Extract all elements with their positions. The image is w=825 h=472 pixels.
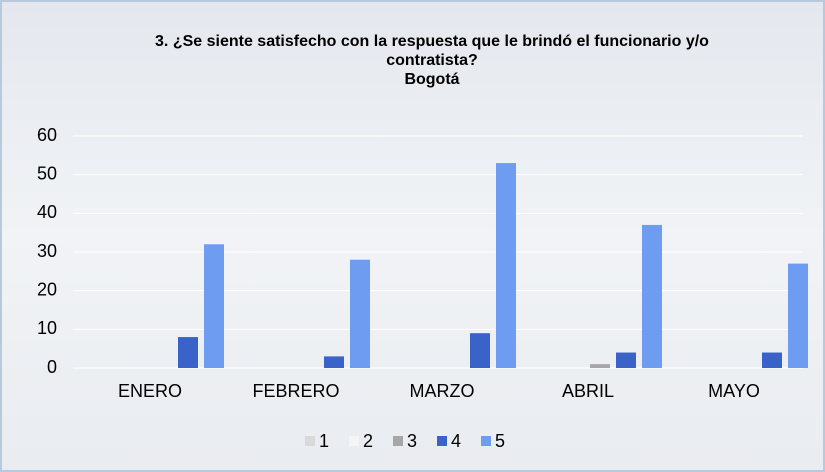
- legend-label: 3: [407, 431, 417, 451]
- legend-label: 5: [495, 431, 505, 451]
- x-tick-label: MARZO: [410, 381, 475, 401]
- bar: [616, 353, 636, 368]
- plot: 0 10 20 30 40 50 60 ENERO FEBRERO MARZO ABRIL MAYO 1…: [2, 2, 823, 470]
- x-tick-label: ENERO: [118, 381, 182, 401]
- y-tick-label: 50: [37, 163, 57, 183]
- y-tick-label: 20: [37, 279, 57, 299]
- y-tick-label: 40: [37, 202, 57, 222]
- bar: [178, 337, 198, 368]
- bar: [324, 356, 344, 368]
- legend-swatch: [349, 436, 359, 446]
- bar: [496, 163, 516, 368]
- x-tick-label: MAYO: [708, 381, 760, 401]
- legend-label: 1: [319, 431, 329, 451]
- bar: [590, 364, 610, 368]
- legend-swatch: [305, 436, 315, 446]
- y-tick-label: 60: [37, 125, 57, 145]
- bar: [470, 333, 490, 368]
- bar: [642, 225, 662, 368]
- y-tick-label: 0: [47, 357, 57, 377]
- legend-swatch: [481, 436, 491, 446]
- bar: [350, 260, 370, 368]
- legend-label: 2: [363, 431, 373, 451]
- x-tick-label: ABRIL: [562, 381, 614, 401]
- legend-swatch: [437, 436, 447, 446]
- y-tick-label: 10: [37, 318, 57, 338]
- bar: [788, 264, 808, 368]
- bar: [762, 353, 782, 368]
- legend-swatch: [393, 436, 403, 446]
- y-tick-label: 30: [37, 241, 57, 261]
- legend-label: 4: [451, 431, 461, 451]
- bar: [204, 244, 224, 368]
- x-tick-label: FEBRERO: [252, 381, 339, 401]
- chart: 3. ¿Se siente satisfecho con la respuest…: [0, 0, 825, 472]
